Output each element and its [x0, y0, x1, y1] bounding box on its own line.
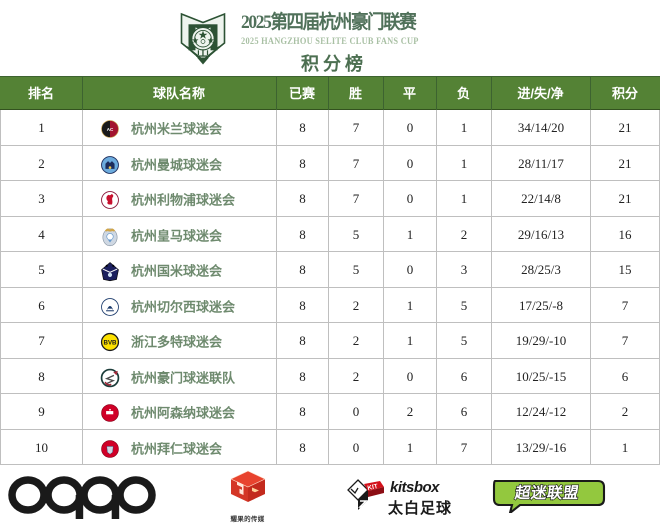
- svg-text:超迷联盟: 超迷联盟: [513, 483, 581, 502]
- svg-text:BVB: BVB: [104, 339, 118, 346]
- svg-text:AC: AC: [107, 127, 114, 132]
